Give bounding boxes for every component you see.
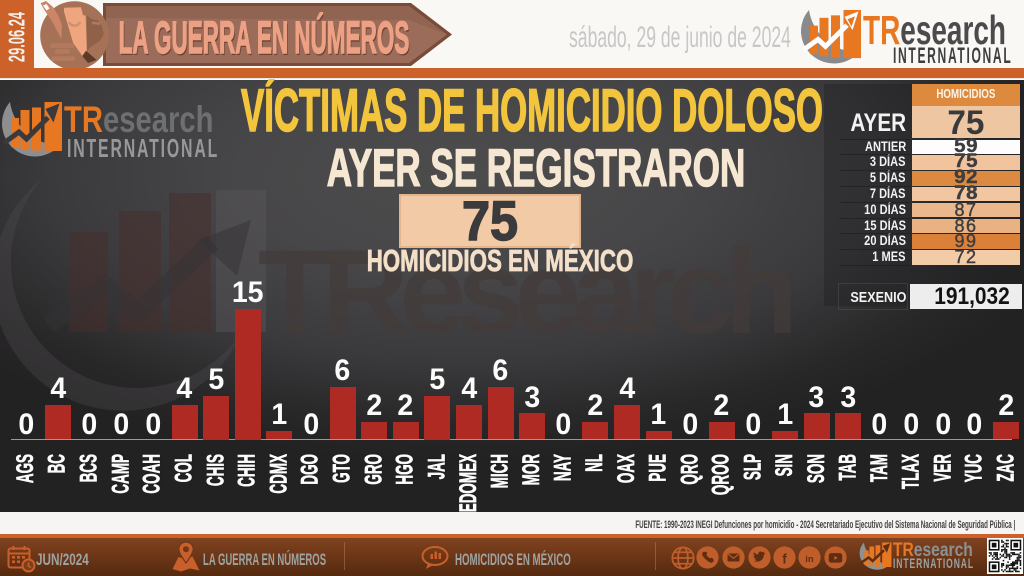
- svg-text:f: f: [782, 551, 787, 566]
- svg-text:in: in: [805, 554, 814, 565]
